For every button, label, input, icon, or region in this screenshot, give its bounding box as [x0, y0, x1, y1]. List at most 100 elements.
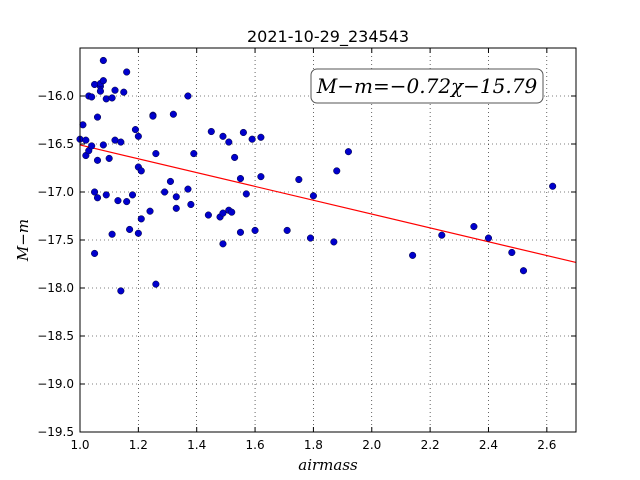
data-point [99, 77, 107, 85]
fit-line [79, 144, 577, 264]
data-point [88, 93, 96, 101]
data-point [306, 234, 315, 242]
data-point [225, 138, 233, 146]
data-point [99, 141, 107, 149]
data-point [134, 132, 142, 140]
data-point [111, 86, 119, 94]
y-tick-label: −18.0 [37, 281, 74, 295]
data-point [161, 188, 169, 196]
data-point [137, 167, 145, 175]
data-point [102, 191, 110, 199]
data-point [236, 175, 245, 183]
data-point [137, 215, 145, 223]
y-tick-label: −19.0 [37, 377, 74, 391]
data-point [248, 135, 256, 143]
data-point [82, 136, 90, 144]
data-point [231, 153, 239, 161]
data-point [152, 280, 160, 288]
data-point [228, 208, 236, 216]
x-tick-label: 1.8 [304, 438, 323, 452]
data-point [283, 226, 291, 234]
data-point [184, 185, 192, 193]
x-tick-label: 1.4 [187, 438, 206, 452]
data-point [146, 207, 154, 215]
x-tick-label: 1.0 [70, 438, 89, 452]
data-point [102, 95, 110, 103]
data-point [257, 133, 265, 141]
data-point [257, 173, 265, 181]
data-point [152, 150, 160, 158]
data-point [219, 132, 227, 140]
y-tick-label: −17.5 [37, 233, 74, 247]
data-point [519, 267, 528, 275]
data-point [166, 177, 174, 185]
data-point [251, 226, 259, 234]
data-point [236, 228, 245, 236]
data-point [172, 193, 180, 201]
data-point [108, 94, 116, 102]
data-point [123, 68, 131, 76]
data-point [333, 167, 341, 175]
data-point [88, 142, 96, 150]
y-tick-labels: −16.0 −16.5 −17.0 −17.5 −18.0 −18.5 −19.0 −19.5 [37, 89, 74, 439]
data-point [187, 200, 195, 209]
y-axis-label: M−m [14, 219, 32, 262]
data-point [114, 197, 122, 205]
data-points [76, 56, 557, 295]
data-point [239, 128, 247, 137]
data-point [295, 175, 303, 184]
data-point [79, 121, 87, 129]
x-tick-labels: 1.0 1.2 1.4 1.6 1.8 2.0 2.2 2.4 2.6 [70, 438, 556, 452]
y-tick-label: −16.0 [37, 89, 74, 103]
data-point [96, 87, 104, 95]
y-tick-label: −16.5 [37, 137, 74, 151]
data-point [134, 229, 142, 237]
data-point [242, 190, 250, 198]
data-point [91, 188, 99, 196]
data-point [126, 225, 134, 233]
data-point [484, 234, 493, 242]
data-point [207, 127, 215, 136]
x-axis-label: airmass [298, 456, 358, 474]
x-tick-label: 2.0 [362, 438, 381, 452]
ticks [79, 48, 576, 433]
y-tick-label: −19.5 [37, 425, 74, 439]
fit-line-group [79, 144, 577, 264]
data-point [330, 238, 338, 246]
data-point [190, 150, 198, 158]
data-point [105, 154, 113, 162]
fit-annotation: M−m=−0.72χ−15.79 [310, 68, 544, 104]
annotation-label: M−m=−0.72χ−15.79 [316, 74, 538, 98]
data-point [508, 248, 516, 257]
data-point [117, 287, 125, 295]
data-point [131, 126, 139, 134]
data-point [169, 110, 177, 118]
data-point [549, 182, 557, 190]
data-point [120, 88, 128, 96]
data-point [184, 92, 192, 100]
data-point [108, 230, 116, 238]
annotation-box [310, 68, 544, 104]
y-tick-label: −18.5 [37, 329, 74, 343]
data-point [123, 198, 131, 206]
data-point [93, 194, 102, 202]
data-point [309, 192, 317, 200]
data-point [91, 249, 99, 257]
data-point [470, 223, 478, 231]
data-point [344, 148, 352, 156]
x-tick-label: 2.6 [537, 438, 556, 452]
data-point [438, 231, 446, 239]
data-point [128, 191, 137, 199]
chart-title: 2021-10-29_234543 [247, 27, 409, 47]
x-tick-label: 1.6 [246, 438, 265, 452]
data-point [117, 138, 125, 146]
data-point [219, 209, 227, 217]
data-point [409, 251, 417, 259]
data-point [93, 156, 102, 164]
x-tick-label: 1.2 [129, 438, 148, 452]
x-tick-label: 2.4 [479, 438, 498, 452]
data-point [172, 204, 180, 212]
data-point [219, 240, 227, 248]
data-point [99, 56, 107, 65]
